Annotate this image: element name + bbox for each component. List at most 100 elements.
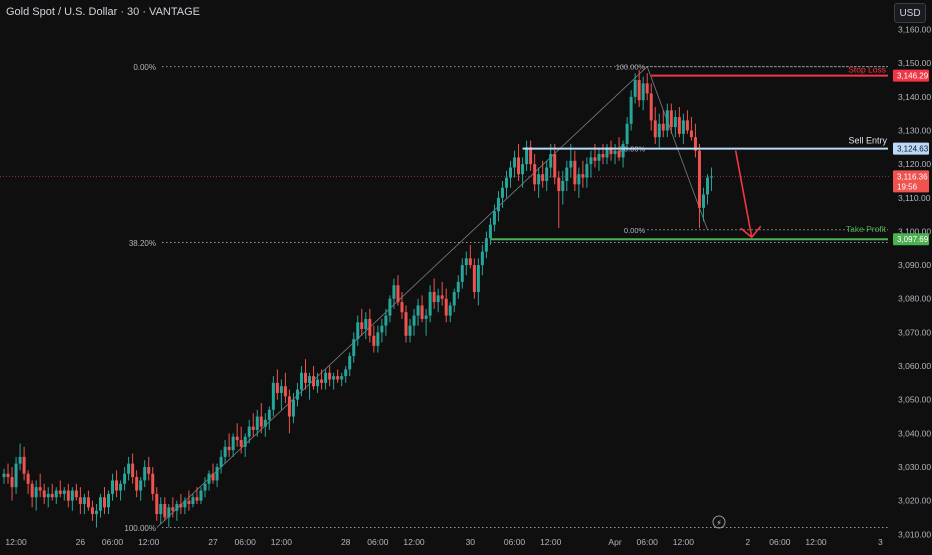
candle (255, 409, 259, 437)
candle-body (669, 110, 673, 128)
candle (649, 83, 653, 131)
candle-body (665, 110, 669, 131)
candle (30, 480, 34, 508)
candle (279, 379, 283, 410)
fib-label-left-mid: 38.20% (129, 239, 156, 248)
candle (689, 117, 693, 141)
x-tick-label: 06:00 (367, 537, 389, 547)
candle (111, 473, 115, 501)
candle-body (304, 372, 307, 383)
candle-body (259, 416, 263, 427)
candle (517, 143, 521, 181)
x-tick-label: 12:00 (805, 537, 827, 547)
candle-body (219, 456, 223, 467)
candle (223, 440, 227, 464)
candle (42, 483, 46, 504)
candle-body (255, 416, 259, 430)
lightning-circle (712, 515, 726, 529)
candle (601, 143, 605, 165)
candle-body (380, 325, 384, 333)
candle-body (609, 147, 613, 155)
candle-body (488, 224, 492, 239)
candle-body (710, 176, 714, 178)
y-tick-label: 3,020.00 (898, 496, 931, 506)
candle-body (432, 292, 436, 303)
x-tick-label: 06:00 (102, 537, 124, 547)
candle-body (247, 426, 251, 437)
x-tick-label: 28 (341, 537, 351, 547)
candle (420, 295, 424, 323)
candle-body (167, 507, 171, 518)
candle-body (151, 473, 155, 494)
candle-body (460, 265, 464, 282)
candle (139, 477, 143, 501)
x-tick-label: 06:00 (637, 537, 659, 547)
candle-body (633, 80, 637, 97)
candle-body (541, 174, 545, 181)
candle (480, 244, 484, 276)
candle-body (428, 292, 432, 316)
candle-body (352, 339, 356, 356)
candle-body (452, 292, 456, 306)
candle (710, 167, 714, 192)
candle (18, 443, 22, 471)
candle (131, 453, 135, 484)
candle (227, 433, 231, 457)
fib-label-left-bottom: 100.00% (124, 524, 156, 533)
candle (521, 157, 525, 188)
y-tick-label: 3,010.00 (898, 529, 931, 539)
candle-body (561, 180, 565, 192)
x-tick-label: 27 (208, 537, 218, 547)
y-tick-label: 3,070.00 (898, 327, 931, 337)
candle (263, 413, 267, 437)
candle (151, 466, 155, 501)
candle-body (123, 473, 127, 484)
candle (175, 500, 179, 521)
candle-body (505, 177, 508, 188)
candle (464, 251, 468, 276)
candle-body (653, 120, 657, 138)
candle (573, 150, 577, 192)
take-profit-badge-bg (893, 233, 929, 246)
x-tick-label: 06:00 (769, 537, 791, 547)
candle (673, 110, 677, 138)
candle (581, 160, 585, 188)
candle (320, 369, 324, 390)
candle-body (681, 120, 685, 134)
candle-body (468, 258, 472, 266)
candle (119, 480, 123, 501)
candle-body (215, 466, 219, 481)
x-tick-label: 2 (745, 537, 750, 547)
candle-body (291, 399, 295, 417)
candle-body (38, 487, 42, 491)
candle-body (279, 386, 283, 393)
candle (384, 308, 388, 336)
y-tick-label: 3,050.00 (898, 395, 931, 405)
candle-body (701, 194, 705, 208)
candle-body (227, 446, 231, 451)
candle-body (191, 497, 195, 504)
candle (693, 123, 697, 158)
candle-body (537, 174, 541, 185)
candle-body (320, 379, 324, 383)
candle (291, 392, 295, 424)
candle (231, 433, 235, 457)
candle (308, 372, 312, 400)
candle (545, 160, 549, 192)
candle-body (436, 295, 440, 303)
candle-body (641, 83, 645, 101)
candle (697, 143, 701, 229)
current-price-badge-bg (893, 170, 929, 193)
candle-body (139, 480, 143, 491)
y-tick-label: 3,150.00 (898, 58, 931, 68)
take-profit-label: Take Profit (846, 224, 887, 234)
candle (247, 419, 251, 444)
candle (10, 466, 14, 501)
candle-body (251, 426, 255, 430)
currency-button[interactable]: USD (894, 3, 926, 23)
candle-body (235, 436, 239, 441)
candle-body (400, 302, 404, 313)
candle-body (456, 281, 460, 293)
